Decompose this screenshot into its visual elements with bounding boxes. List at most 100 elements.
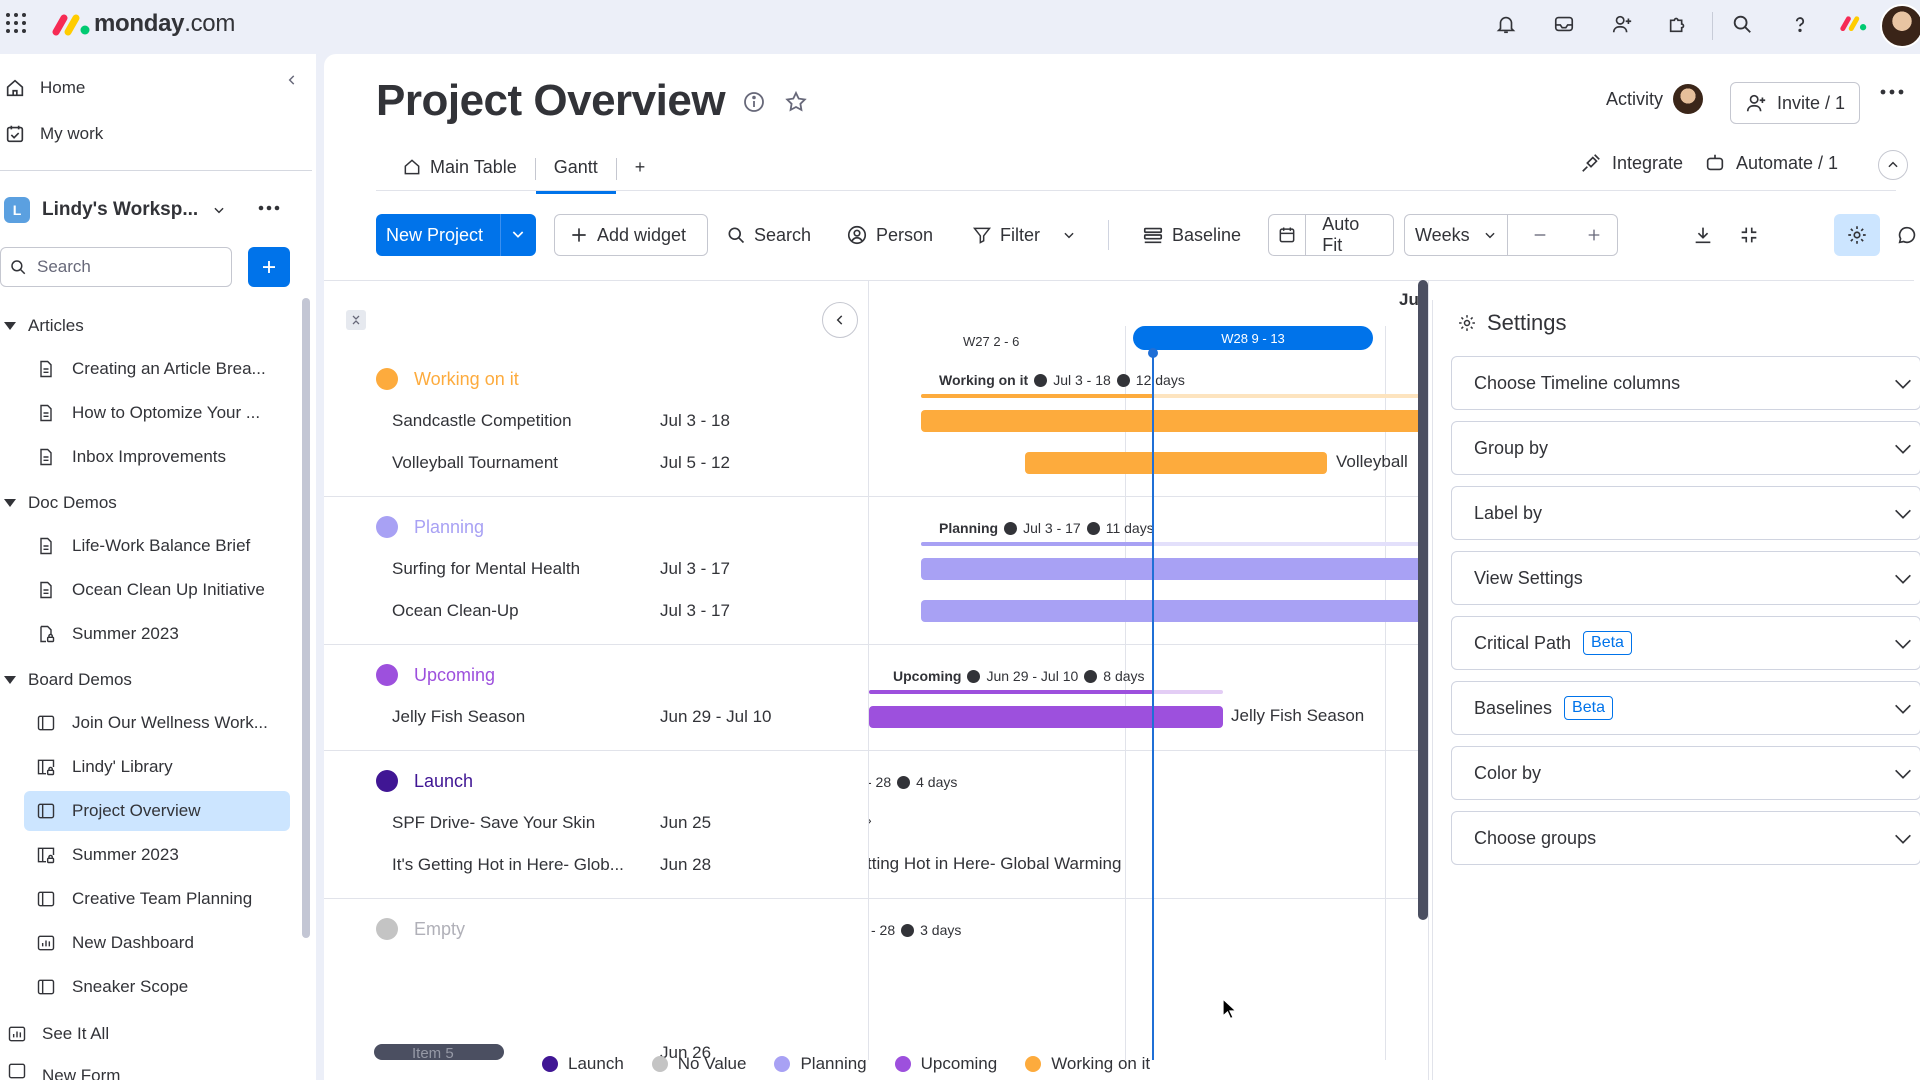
table-row[interactable]: SPF Drive- Save Your Skin Jun 25 xyxy=(392,808,868,838)
sidebar-item-board[interactable]: Creative Team Planning xyxy=(24,879,290,919)
settings-row-critical-path[interactable]: Critical Path Beta xyxy=(1451,616,1920,670)
sidebar-item-board[interactable]: Join Our Wellness Work... xyxy=(24,703,290,743)
add-view-button[interactable]: + xyxy=(617,148,664,192)
apps-grid-icon[interactable] xyxy=(4,11,28,35)
sidebar-item-home[interactable]: Home xyxy=(4,70,85,106)
robot-icon xyxy=(1706,154,1724,171)
folder-board-demos[interactable]: Board Demos xyxy=(4,664,132,696)
sidebar-item-doc[interactable]: Inbox Improvements xyxy=(24,437,290,477)
settings-row-timeline-columns[interactable]: Choose Timeline columns xyxy=(1451,356,1920,410)
sidebar-item-board[interactable]: Lindy' Library xyxy=(24,747,290,787)
settings-toggle-button[interactable] xyxy=(1834,214,1880,256)
sidebar-item-board[interactable]: Summer 2023 xyxy=(24,835,290,875)
search-icon[interactable] xyxy=(1728,10,1756,38)
user-avatar[interactable] xyxy=(1880,4,1920,48)
table-row[interactable]: It's Getting Hot in Here- Glob... Jun 28 xyxy=(392,850,868,880)
dragging-item-pill[interactable] xyxy=(374,1044,504,1060)
collapse-all-groups-icon[interactable] xyxy=(346,310,366,330)
gantt-bar[interactable] xyxy=(921,600,1424,622)
sidebar-item-doc[interactable]: How to Optomize Your ... xyxy=(24,393,290,433)
gantt-bar[interactable] xyxy=(921,558,1424,580)
item-dates: Jul 3 - 17 xyxy=(660,601,730,620)
table-row[interactable]: Surfing for Mental Health Jul 3 - 17 xyxy=(392,554,868,584)
star-icon[interactable] xyxy=(784,90,808,114)
group-header-empty[interactable]: Empty xyxy=(376,914,465,944)
tab-gantt[interactable]: Gantt xyxy=(535,148,616,194)
chat-icon[interactable] xyxy=(1896,214,1918,256)
settings-row-baselines[interactable]: Baselines Beta xyxy=(1451,681,1920,735)
sidebar-search-input[interactable]: Search xyxy=(0,247,232,287)
collapse-sidebar-button[interactable] xyxy=(278,66,306,94)
invite-button[interactable]: Invite / 1 xyxy=(1730,82,1860,124)
sidebar-item-doc[interactable]: Life-Work Balance Brief xyxy=(24,526,290,566)
group-divider xyxy=(869,898,1424,899)
settings-row-group-by[interactable]: Group by xyxy=(1451,421,1920,475)
sidebar-item-see-all[interactable]: See It All xyxy=(6,1016,109,1052)
sidebar-item-doc[interactable]: Summer 2023 xyxy=(24,614,290,654)
integrate-button[interactable]: Integrate xyxy=(1580,152,1683,174)
workspace-more-icon[interactable] xyxy=(258,204,280,212)
settings-row-view-settings[interactable]: View Settings xyxy=(1451,551,1920,605)
group-header-upcoming[interactable]: Upcoming xyxy=(376,660,495,690)
folder-doc-demos[interactable]: Doc Demos xyxy=(4,487,117,519)
add-item-button[interactable] xyxy=(248,247,290,287)
workspace-selector[interactable]: L Lindy's Worksp... xyxy=(4,192,226,228)
sidebar-item-new-form[interactable]: New Form xyxy=(6,1060,120,1080)
group-summary-label: Planning Jul 3 - 17 11 days xyxy=(939,520,1154,536)
gantt-bar[interactable] xyxy=(1025,452,1327,474)
sidebar-item-doc[interactable]: Creating an Article Brea... xyxy=(24,349,290,389)
bell-icon[interactable] xyxy=(1492,10,1520,38)
folder-articles[interactable]: Articles xyxy=(4,310,84,342)
scale-select[interactable]: Weeks xyxy=(1405,215,1509,255)
settings-row-label-by[interactable]: Label by xyxy=(1451,486,1920,540)
apps-marketplace-icon[interactable] xyxy=(1664,10,1692,38)
baseline-button[interactable]: Baseline xyxy=(1142,214,1241,256)
sidebar-item-dashboard[interactable]: New Dashboard xyxy=(24,923,290,963)
sidebar-item-project-overview[interactable]: Project Overview xyxy=(24,791,290,831)
info-icon[interactable] xyxy=(742,90,766,114)
auto-fit-button[interactable]: Auto Fit xyxy=(1268,214,1394,256)
group-header-working-on-it[interactable]: Working on it xyxy=(376,364,519,394)
monday-mini-logo[interactable] xyxy=(1840,12,1868,34)
automate-button[interactable]: Automate / 1 xyxy=(1704,152,1838,174)
timeline-scroll-back-button[interactable] xyxy=(822,302,858,338)
brand-name: monday.com xyxy=(94,10,236,37)
sidebar-item-my-work[interactable]: My work xyxy=(4,116,103,152)
zoom-in-icon[interactable] xyxy=(1571,227,1617,243)
chevron-down-icon[interactable] xyxy=(510,226,526,242)
tab-main-table[interactable]: Main Table xyxy=(384,148,535,192)
table-row[interactable]: Volleyball Tournament Jul 5 - 12 xyxy=(392,448,868,478)
sidebar-scrollbar[interactable] xyxy=(302,298,310,938)
sidebar-item-doc[interactable]: Ocean Clean Up Initiative xyxy=(24,570,290,610)
timeline-scrollbar[interactable] xyxy=(1418,280,1428,920)
group-header-launch[interactable]: Launch xyxy=(376,766,473,796)
item-name: Surfing for Mental Health xyxy=(392,559,581,578)
monday-logo[interactable] xyxy=(52,10,92,38)
activity-button[interactable]: Activity xyxy=(1606,84,1704,114)
sidebar-item-label: How to Optomize Your ... xyxy=(72,403,261,422)
search-button[interactable]: Search xyxy=(726,214,811,256)
gantt-bar[interactable] xyxy=(921,410,1424,432)
gantt-bar[interactable] xyxy=(869,706,1223,728)
inbox-icon[interactable] xyxy=(1550,10,1578,38)
group-header-planning[interactable]: Planning xyxy=(376,512,484,542)
add-widget-button[interactable]: Add widget xyxy=(554,214,708,256)
invite-members-icon[interactable] xyxy=(1608,10,1636,38)
sidebar-item-board[interactable]: Sneaker Scope xyxy=(24,967,290,1007)
new-project-button[interactable]: New Project xyxy=(376,214,536,256)
download-icon[interactable] xyxy=(1692,214,1714,256)
zoom-out-icon[interactable] xyxy=(1516,227,1562,243)
table-row[interactable]: Item 5 Jun 26 xyxy=(392,1038,868,1068)
table-row[interactable]: Jelly Fish Season Jun 29 - Jul 10 xyxy=(392,702,868,732)
fullscreen-icon[interactable] xyxy=(1738,214,1760,256)
collapse-header-button[interactable] xyxy=(1878,150,1908,180)
more-options-icon[interactable] xyxy=(1880,88,1904,96)
settings-row-color-by[interactable]: Color by xyxy=(1451,746,1920,800)
person-filter-button[interactable]: Person xyxy=(846,214,933,256)
settings-row-label: Choose groups xyxy=(1474,827,1597,848)
table-row[interactable]: Sandcastle Competition Jul 3 - 18 xyxy=(392,406,868,436)
filter-button[interactable]: Filter xyxy=(972,214,1076,256)
table-row[interactable]: Ocean Clean-Up Jul 3 - 17 xyxy=(392,596,868,626)
help-icon[interactable] xyxy=(1786,10,1814,38)
settings-row-choose-groups[interactable]: Choose groups xyxy=(1451,811,1920,865)
